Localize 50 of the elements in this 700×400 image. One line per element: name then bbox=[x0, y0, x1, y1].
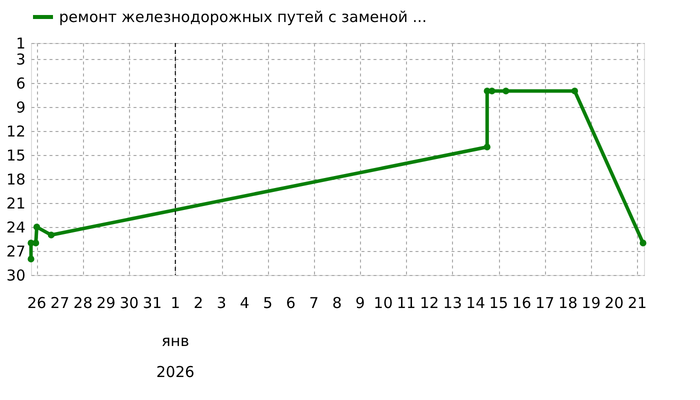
point bbox=[502, 88, 510, 94]
y-tick-label: 6 bbox=[16, 74, 26, 92]
x-tick-label: 6 bbox=[286, 294, 296, 312]
y-tick-label: 3 bbox=[16, 50, 26, 68]
x-tick-label: 7 bbox=[309, 294, 319, 312]
x-tick-label: 3 bbox=[216, 294, 226, 312]
x-tick-label: 14 bbox=[466, 294, 486, 312]
x-axis-title: янв bbox=[162, 332, 190, 350]
y-tick-label: 15 bbox=[6, 146, 26, 164]
point bbox=[48, 232, 55, 238]
y-tick-label: 1 bbox=[16, 34, 26, 52]
x-tick-label: 31 bbox=[142, 294, 162, 312]
point bbox=[33, 224, 40, 230]
x-tick-label: 4 bbox=[240, 294, 250, 312]
x-tick-label: 1 bbox=[170, 294, 180, 312]
y-tick-label: 30 bbox=[6, 266, 26, 284]
point bbox=[32, 240, 40, 246]
x-tick-label: 11 bbox=[396, 294, 416, 312]
y-tick-label: 27 bbox=[6, 242, 26, 260]
x-tick-label: 27 bbox=[50, 294, 70, 312]
x-tick-label: 21 bbox=[628, 294, 647, 312]
x-tick-label: 2 bbox=[194, 294, 204, 312]
y-tick-label: 18 bbox=[6, 170, 26, 188]
x-tick-label: 17 bbox=[535, 294, 554, 312]
point bbox=[571, 88, 578, 94]
x-tick-label: 10 bbox=[374, 294, 393, 312]
x-tick-label: 15 bbox=[489, 294, 508, 312]
x-tick-label: 8 bbox=[332, 294, 342, 312]
x-tick-label: 13 bbox=[442, 294, 462, 312]
y-tick-label: 24 bbox=[6, 218, 26, 236]
x-tick-label: 16 bbox=[512, 294, 532, 312]
x-tick-label: 28 bbox=[73, 294, 93, 312]
x-tick-label: 18 bbox=[558, 294, 578, 312]
x-tick-label: 20 bbox=[604, 294, 624, 312]
x-tick-label: 12 bbox=[420, 294, 439, 312]
y-tick-label: 12 bbox=[6, 122, 26, 140]
text: 2026 bbox=[156, 363, 194, 381]
x-tick-label: 29 bbox=[96, 294, 116, 312]
point bbox=[484, 144, 490, 150]
x-tick-label: 19 bbox=[582, 294, 601, 312]
point bbox=[488, 88, 496, 94]
point bbox=[28, 256, 34, 262]
legend-label: ремонт железнодорожных путей с заменой ... bbox=[59, 8, 427, 26]
y-tick-label: 9 bbox=[16, 98, 26, 116]
x-tick-label: 5 bbox=[262, 294, 273, 312]
y-tick-label: 21 bbox=[6, 194, 26, 212]
point bbox=[640, 240, 646, 246]
x-tick-label: 9 bbox=[355, 294, 365, 312]
x-tick-label: 26 bbox=[27, 294, 46, 312]
x-tick-label: 30 bbox=[120, 294, 139, 312]
